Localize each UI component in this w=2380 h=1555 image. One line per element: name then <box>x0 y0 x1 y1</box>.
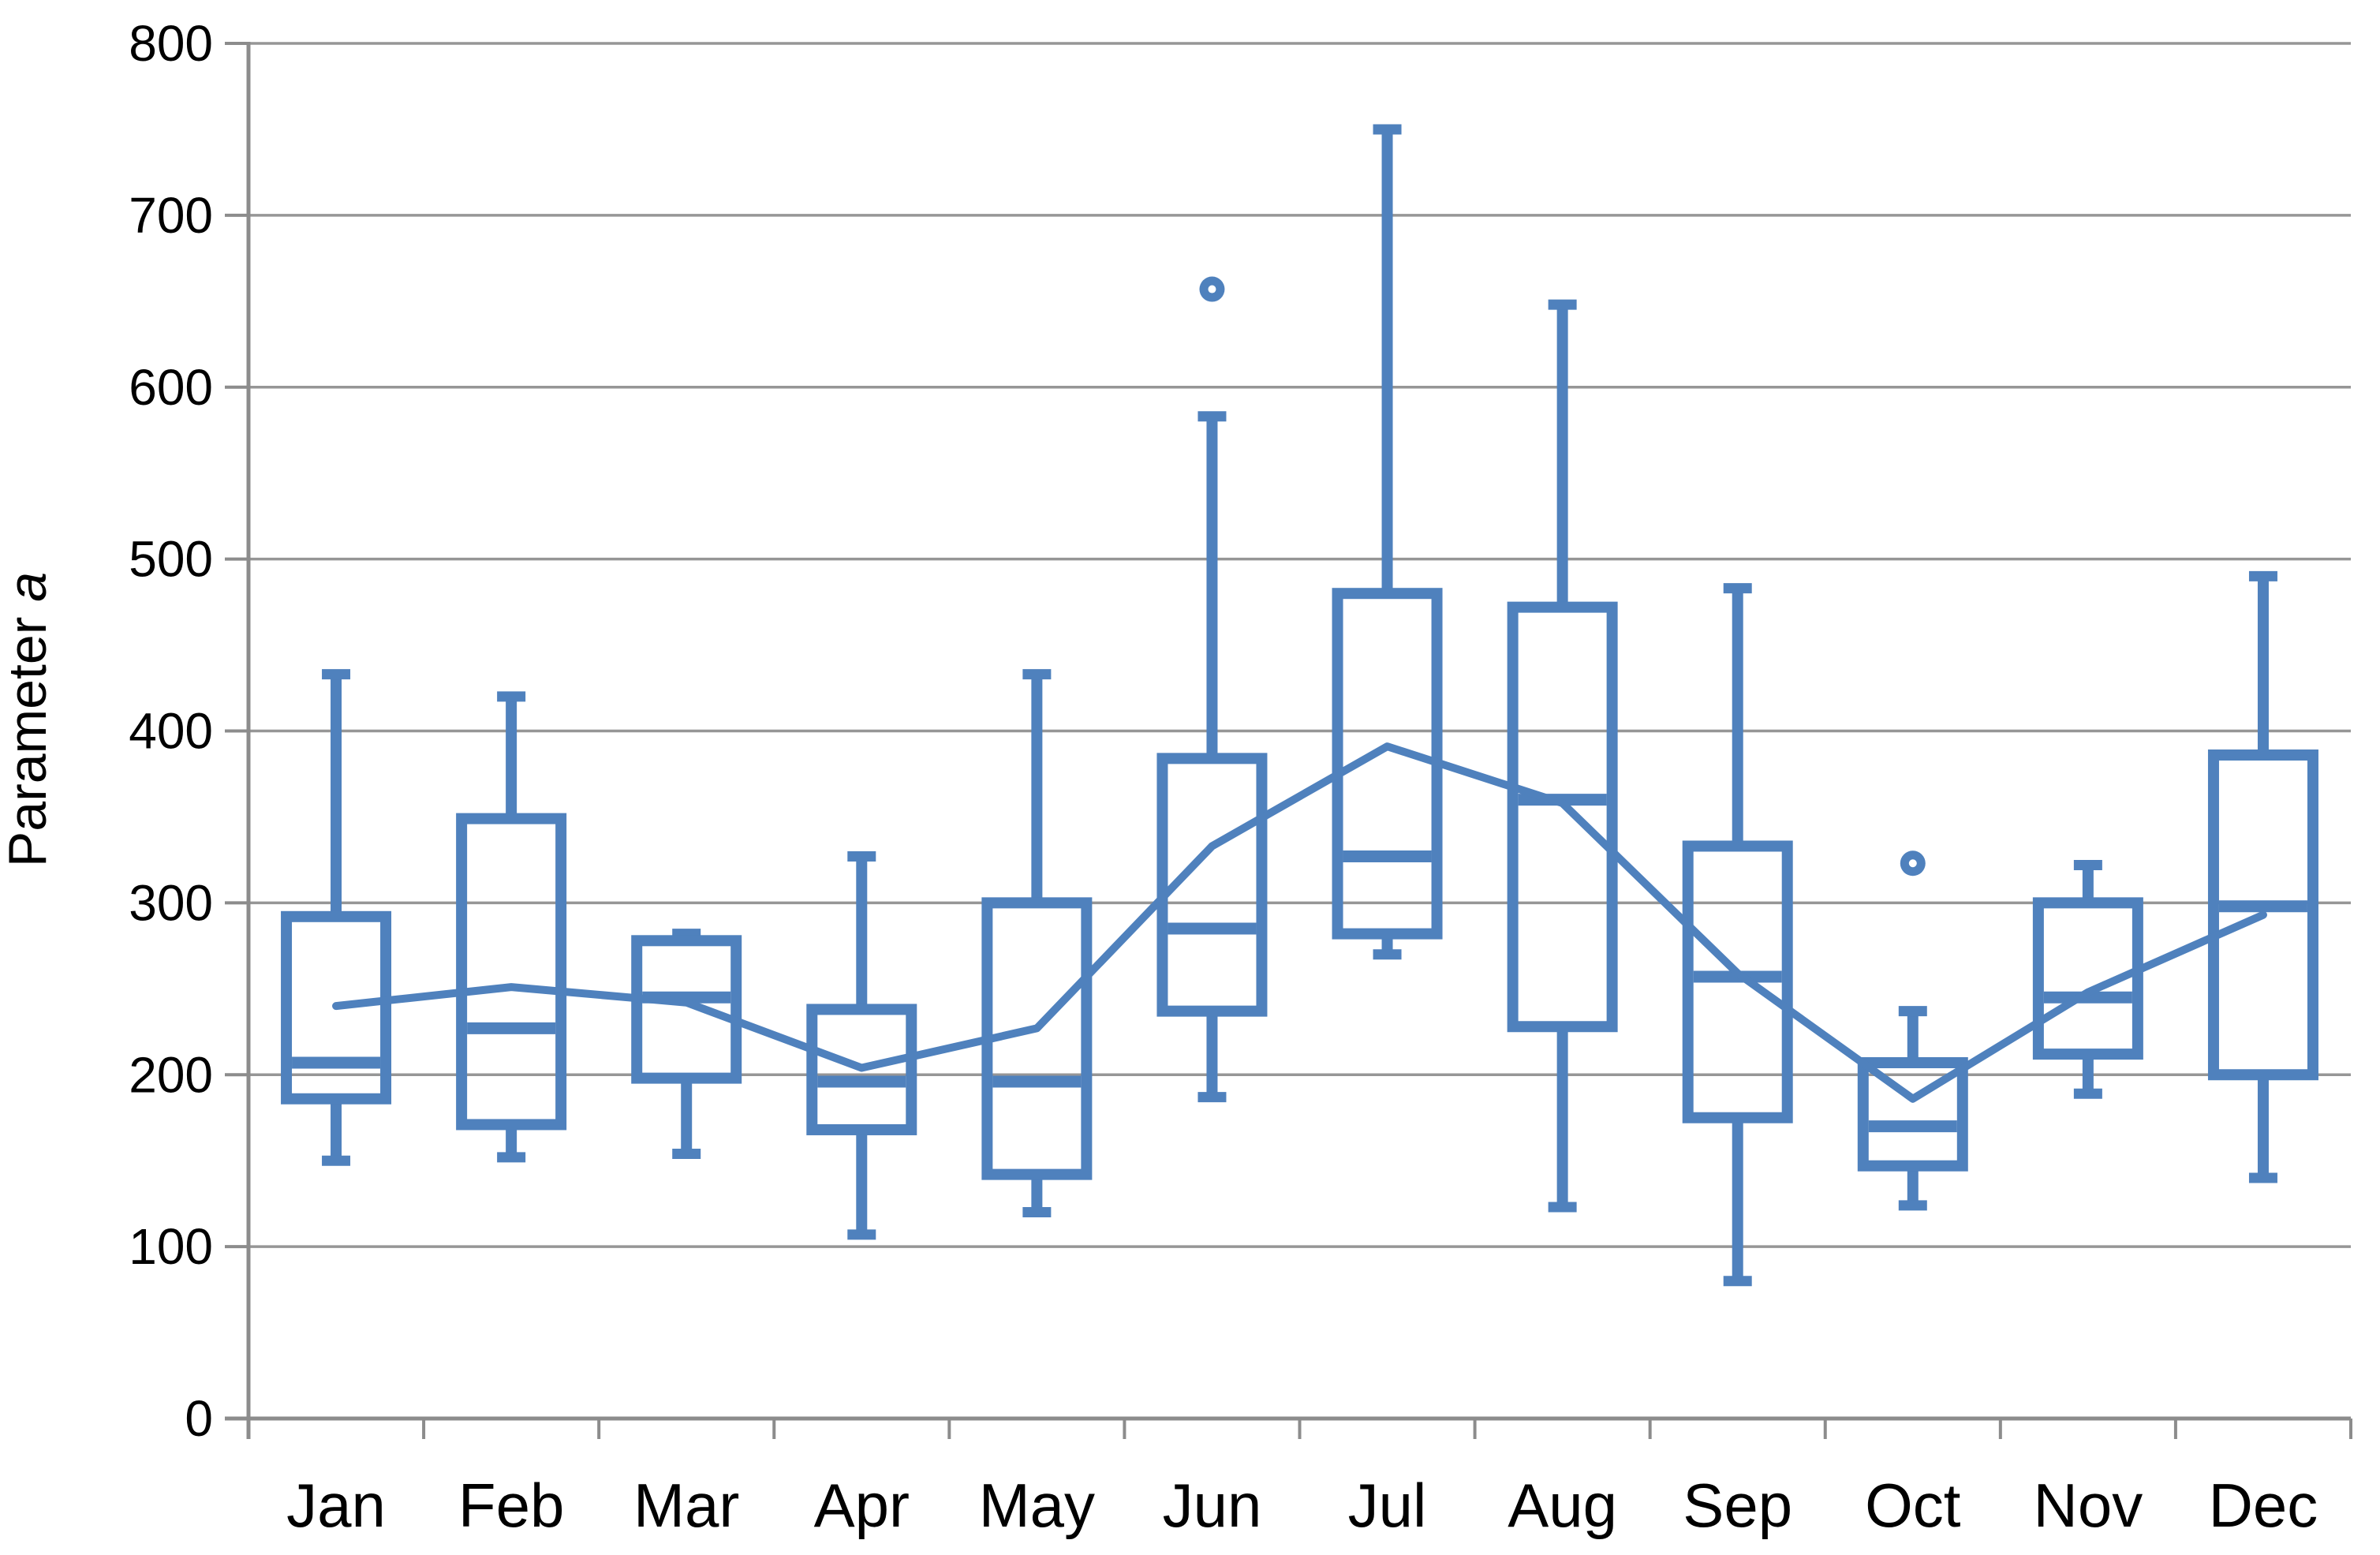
box-oct <box>1857 850 1968 1211</box>
x-category-label-Sep: Sep <box>1683 1471 1792 1540</box>
iqr-box <box>806 1004 917 1135</box>
x-category-labels: Jan Feb Mar Apr May Jun Jul Aug Sep Oct Nov Dec <box>286 1471 2318 1540</box>
y-tick-label-400: 400 <box>129 703 213 760</box>
y-tick-labels: 0 100 200 300 400 500 600 700 800 <box>129 15 213 1447</box>
y-tick-label-800: 800 <box>129 15 213 72</box>
x-category-label-May: May <box>979 1471 1095 1540</box>
y-tick-label-100: 100 <box>129 1218 213 1275</box>
y-axis-title: Parameter a <box>0 572 58 867</box>
y-tick-label-500: 500 <box>129 531 213 588</box>
outlier-marker-hole <box>1908 859 1917 868</box>
x-category-label-Apr: Apr <box>814 1471 910 1540</box>
box-apr <box>806 851 917 1240</box>
iqr-box <box>1682 840 1793 1123</box>
y-tick-label-300: 300 <box>129 874 213 931</box>
box-sep <box>1682 583 1793 1287</box>
box-nov <box>2032 859 2143 1099</box>
iqr-box <box>281 910 392 1105</box>
box-aug <box>1507 299 1618 1213</box>
gridlines <box>248 42 2351 1248</box>
y-axis-title-italic: a <box>0 572 58 602</box>
box-mar <box>631 929 742 1159</box>
x-category-label-Nov: Nov <box>2034 1471 2143 1540</box>
box-jun <box>1156 276 1268 1103</box>
y-tick-label-600: 600 <box>129 359 213 416</box>
x-category-label-Mar: Mar <box>633 1471 739 1540</box>
iqr-box <box>2207 749 2318 1081</box>
box-jan <box>281 669 392 1166</box>
box-jul <box>1332 124 1443 960</box>
box-dec <box>2207 570 2318 1183</box>
box-may <box>981 669 1093 1218</box>
iqr-box <box>2032 897 2143 1060</box>
x-category-label-Jul: Jul <box>1348 1471 1427 1540</box>
outlier-marker-hole <box>1208 285 1216 293</box>
y-axis-title-regular: Parameter <box>0 602 58 867</box>
x-category-label-Feb: Feb <box>458 1471 564 1540</box>
axes <box>225 42 2352 1439</box>
y-tick-label-0: 0 <box>185 1390 213 1447</box>
mean-line <box>332 742 2267 1103</box>
x-category-label-Jun: Jun <box>1163 1471 1262 1540</box>
x-category-label-Aug: Aug <box>1508 1471 1617 1540</box>
iqr-box <box>1156 753 1268 1017</box>
iqr-box <box>631 935 742 1084</box>
x-category-label-Dec: Dec <box>2209 1471 2318 1540</box>
iqr-box <box>456 813 567 1131</box>
box-feb <box>456 691 567 1163</box>
boxplots <box>281 124 2318 1287</box>
y-tick-label-200: 200 <box>129 1046 213 1103</box>
iqr-box <box>1857 1056 1968 1172</box>
y-tick-label-700: 700 <box>129 187 213 244</box>
iqr-box <box>1507 601 1618 1033</box>
x-category-label-Jan: Jan <box>286 1471 386 1540</box>
x-category-label-Oct: Oct <box>1865 1471 1961 1540</box>
